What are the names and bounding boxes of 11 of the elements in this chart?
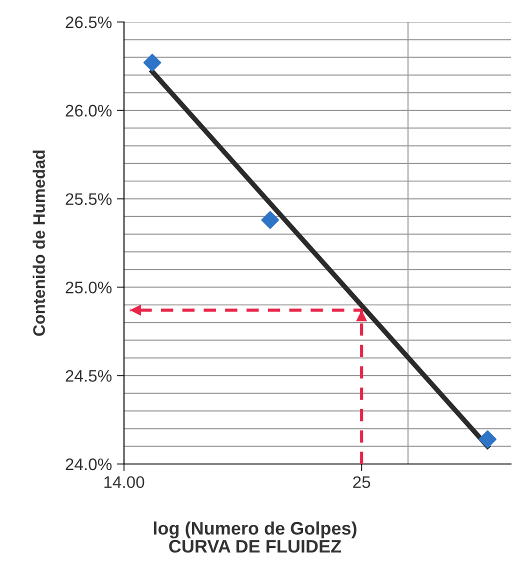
y-tick-label: 24.5% (66, 370, 112, 382)
x-axis-title: log (Numero de Golpes) (154, 521, 356, 538)
y-tick-label: 26.5% (66, 16, 112, 28)
y-tick-label: 26.0% (66, 104, 112, 117)
y-tick-label: 25.5% (66, 193, 112, 206)
y-tick-label: 25.0% (66, 282, 112, 294)
y-axis-title: Contenido de Humedad (32, 150, 45, 336)
x-tick-label: 25 (353, 476, 370, 488)
y-tick-label: 24.0% (66, 458, 112, 470)
x-tick-label: 14.00 (104, 476, 144, 488)
text: CURVA DE FLUIDEZ (169, 540, 342, 553)
